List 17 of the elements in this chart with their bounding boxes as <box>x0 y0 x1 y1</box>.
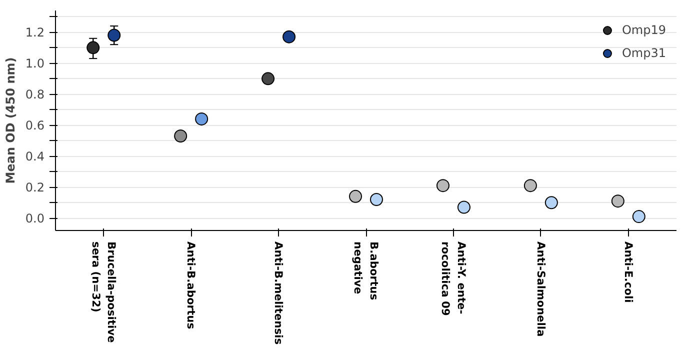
y-tick-label: 1.2 <box>25 26 45 40</box>
x-tick-label: B.abortus negative <box>352 242 380 300</box>
y-tick-label: 0.0 <box>25 212 45 226</box>
y-tick-label: 0.6 <box>25 118 45 133</box>
y-tick-label: 1.0 <box>25 56 45 71</box>
x-tick-label: Brucella-positive sera (n=32) <box>89 242 118 343</box>
x-tick-label: Anti-Y. ente- rocolitica 09 <box>439 242 468 316</box>
y-axis-title: Mean OD (450 nm) <box>3 57 18 184</box>
y-tick-label: 0.2 <box>25 180 45 195</box>
y-tick-label: 0.4 <box>25 150 45 164</box>
legend-label: Omp31 <box>622 46 666 60</box>
x-tick-label: Anti-Salmonella <box>534 242 548 337</box>
x-tick-label: Anti-B.abortus <box>184 242 198 330</box>
y-tick-label: 0.8 <box>25 88 45 102</box>
legend-label: Omp19 <box>622 23 666 37</box>
x-tick-label: Anti-B.melitensis <box>272 242 286 345</box>
x-tick-label: Anti-E.coli <box>622 242 635 303</box>
